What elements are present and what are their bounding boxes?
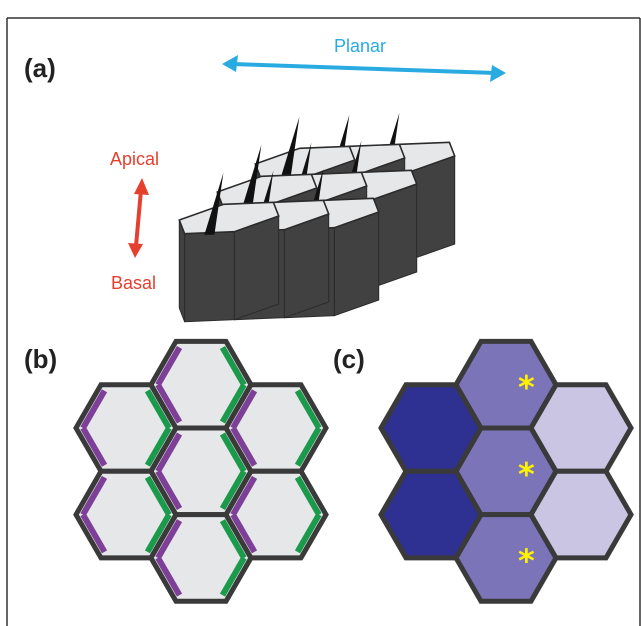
purple-protein-edge [155, 519, 183, 560]
purple-protein-edge [230, 475, 258, 517]
purple-protein-edge [155, 469, 183, 511]
green-protein-edge [219, 469, 247, 511]
basal-label: Basal [111, 273, 156, 293]
purple-protein-edge [155, 383, 183, 424]
cell [223, 382, 329, 474]
green-protein-edge [144, 513, 172, 554]
cilium-hair [280, 116, 300, 179]
green-protein-edge [219, 519, 247, 560]
green-protein-edge [294, 389, 322, 430]
cell [528, 468, 634, 561]
planar-label: Planar [334, 36, 386, 56]
green-protein-edge [219, 345, 247, 387]
panel-b-label: (b) [24, 344, 57, 374]
clone-marker-asterisk: * [518, 455, 535, 493]
green-protein-edge [219, 556, 247, 597]
apical-basal-arrow [128, 178, 149, 258]
cell-wall [178, 215, 280, 323]
green-protein-edge [144, 475, 172, 517]
cell-apical-surface [178, 201, 280, 235]
purple-protein-edge [80, 513, 108, 554]
cilium-hair [204, 172, 224, 235]
green-protein-edge [144, 426, 172, 467]
epithelium-3d-illustration [178, 112, 456, 323]
purple-protein-edge [155, 556, 183, 597]
green-protein-edge [294, 513, 322, 554]
panel-b-hex-grid [73, 338, 329, 604]
panel-c-hex-grid: * * * [378, 338, 634, 604]
green-protein-edge [294, 426, 322, 467]
purple-protein-edge [230, 389, 258, 430]
purple-protein-edge [230, 513, 258, 554]
panel-a-label: (a) [24, 53, 56, 83]
purple-protein-edge [155, 432, 183, 473]
apical-label: Apical [110, 149, 159, 169]
green-protein-edge [219, 432, 247, 473]
purple-protein-edge [80, 389, 108, 430]
clone-marker-asterisk: * [518, 542, 535, 580]
purple-protein-edge [230, 426, 258, 467]
purple-protein-edge [155, 345, 183, 387]
green-protein-edge [144, 389, 172, 430]
green-protein-edge [219, 383, 247, 424]
cell [223, 468, 329, 561]
green-protein-edge [294, 475, 322, 517]
panel-c-label: (c) [333, 344, 365, 374]
purple-protein-edge [80, 426, 108, 467]
clone-marker-asterisk: * [518, 369, 535, 407]
purple-protein-edge [80, 475, 108, 517]
cilium-hair [242, 144, 262, 207]
planar-arrow [222, 55, 506, 82]
cell [528, 382, 634, 474]
